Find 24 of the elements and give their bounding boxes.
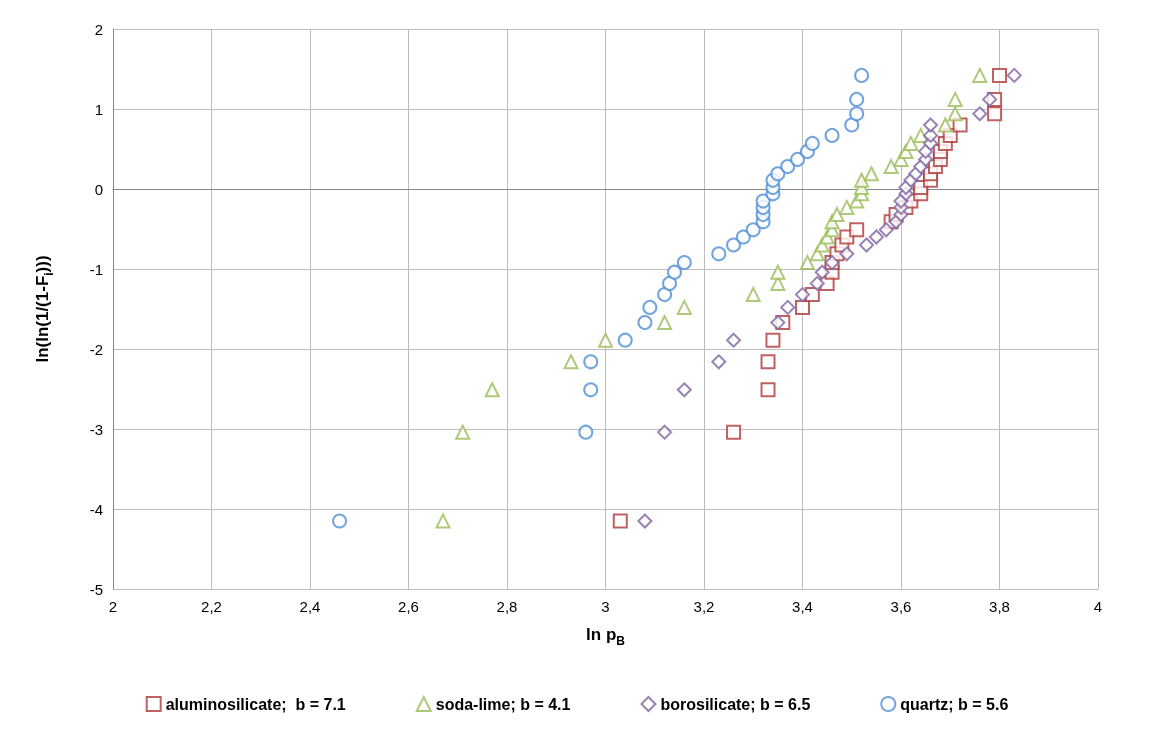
- x-tick-label: 4: [1093, 598, 1103, 615]
- legend-label: aluminosilicate; b = 7.1: [165, 695, 346, 713]
- legend-label: borosilicate; b = 6.5: [660, 695, 811, 713]
- x-tick-label: 3,8: [989, 598, 1010, 615]
- legend-label: quartz; b = 5.6: [900, 695, 1009, 713]
- x-tick-label: 3: [601, 598, 610, 615]
- x-tick-label: 2: [108, 598, 118, 615]
- y-tick-label: 0: [94, 180, 103, 198]
- x-tick-label: 3,6: [890, 598, 912, 615]
- y-tick-label: -4: [89, 500, 103, 518]
- y-tick-label: 2: [94, 20, 103, 38]
- x-tick-label: 2,8: [496, 598, 518, 615]
- y-tick-label: -2: [89, 340, 103, 358]
- x-tick-label: 2,4: [299, 598, 321, 615]
- y-tick-label: -3: [89, 420, 103, 438]
- x-tick-label: 2,6: [398, 598, 419, 615]
- legend-label: soda-lime; b = 4.1: [435, 695, 571, 713]
- x-tick-label: 3,2: [693, 598, 715, 615]
- x-tick-label: 2,2: [201, 598, 222, 615]
- x-tick-label: 3,4: [792, 598, 813, 615]
- y-tick-label: -1: [89, 260, 103, 278]
- y-axis-title: ln(ln(1/(1-Fi))): [32, 255, 56, 363]
- y-tick-label: 1: [94, 100, 103, 118]
- y-tick-label: -5: [89, 580, 103, 598]
